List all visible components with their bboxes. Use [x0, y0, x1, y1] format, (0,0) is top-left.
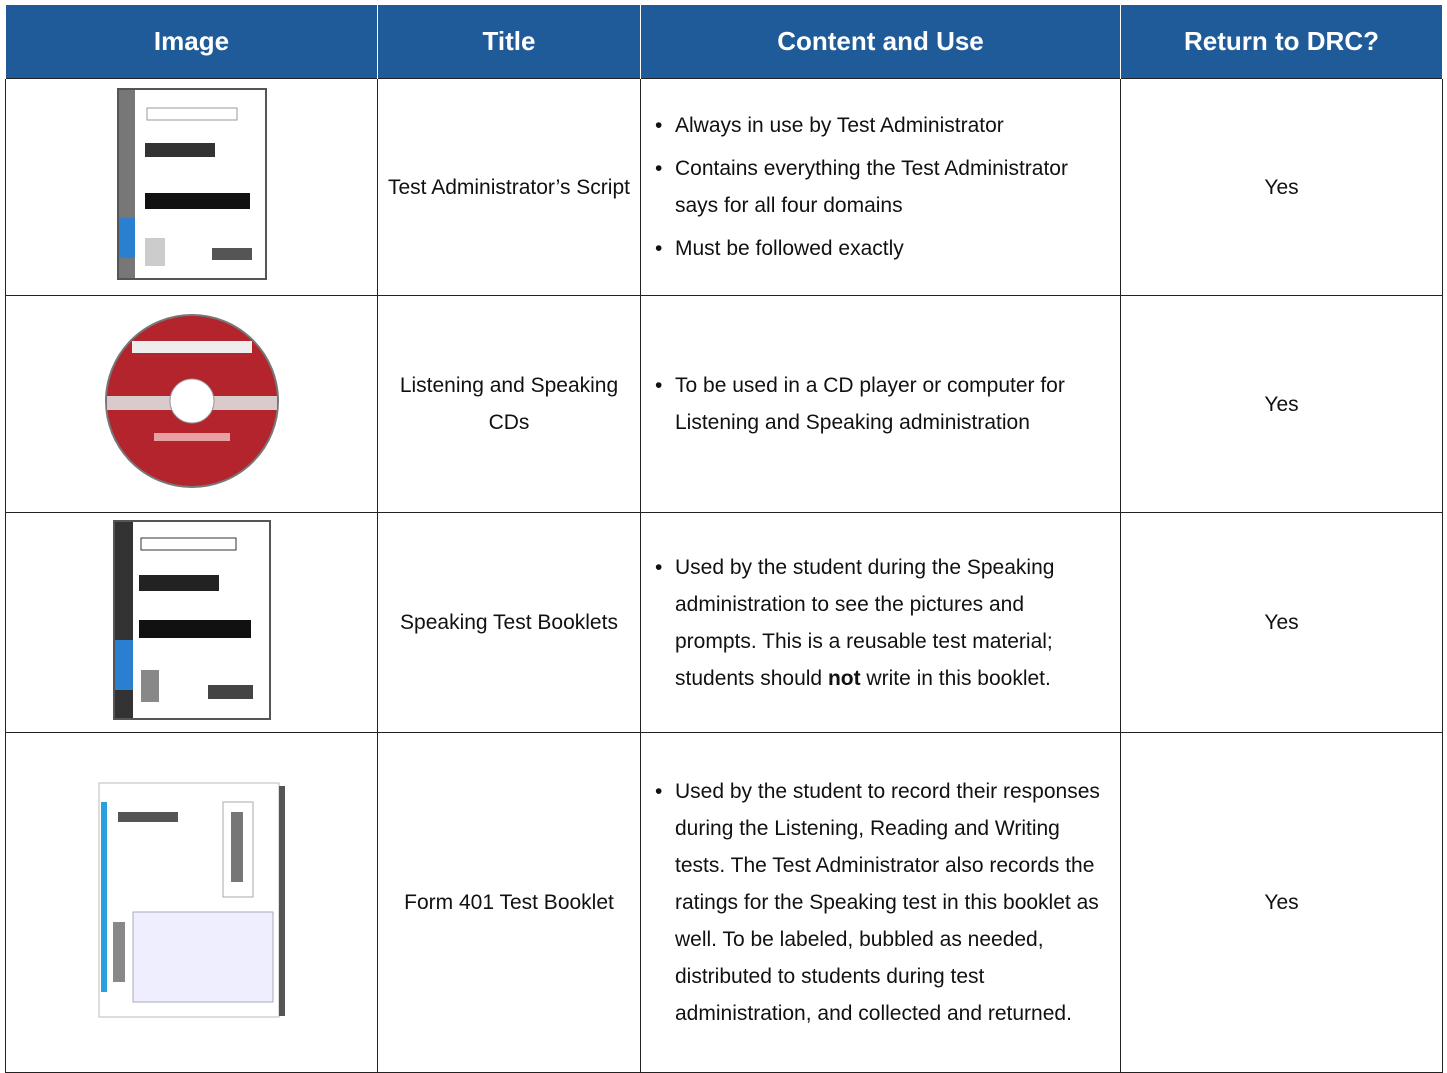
title-cell: Test Administrator’s Script [377, 78, 641, 296]
bullet: Always in use by Test Administrator [653, 107, 1110, 144]
bold-text: not [827, 666, 861, 690]
bullet: To be used in a CD player or computer fo… [653, 367, 1110, 441]
title-cell: Form 401 Test Booklet [377, 732, 641, 1073]
return-cell: Yes [1120, 78, 1443, 296]
text: Used by the student during the Speaking … [675, 555, 1055, 690]
image-cell [5, 732, 378, 1073]
bullet: Used by the student to record their resp… [653, 773, 1110, 1032]
header-cell: Title [377, 5, 641, 79]
title-cell: Listening and Speaking CDs [377, 295, 641, 513]
image-cell [5, 78, 378, 296]
row: Listening and Speaking CDs To be used in… [5, 295, 1443, 513]
text: write in this booklet. [860, 666, 1051, 690]
speaking-booklet-thumbnail [112, 519, 271, 720]
form-booklet-thumbnail [98, 782, 285, 1017]
materials-table: Image Title Content and Use Return to DR… [5, 5, 1443, 1073]
content-cell: To be used in a CD player or computer fo… [640, 295, 1121, 513]
row: Test Administrator’s Script Always in us… [5, 78, 1443, 296]
content-cell: Used by the student during the Speaking … [640, 512, 1121, 733]
row: Speaking Test Booklets Used by the stude… [5, 512, 1443, 733]
image-cell [5, 295, 378, 513]
bullet-list: Used by the student to record their resp… [641, 773, 1120, 1032]
header-cell: Image [5, 5, 378, 79]
cd-thumbnail [104, 314, 279, 488]
row: Form 401 Test Booklet Used by the studen… [5, 732, 1443, 1073]
title-cell: Speaking Test Booklets [377, 512, 641, 733]
bullet-list: Used by the student during the Speaking … [641, 549, 1120, 697]
return-cell: Yes [1120, 295, 1443, 513]
return-cell: Yes [1120, 512, 1443, 733]
header-cell: Return to DRC? [1120, 5, 1443, 79]
header-row: Image Title Content and Use Return to DR… [5, 5, 1443, 79]
bullet: Contains everything the Test Administrat… [653, 150, 1110, 224]
image-cell [5, 512, 378, 733]
header-cell: Content and Use [640, 5, 1121, 79]
bullet: Used by the student during the Speaking … [653, 549, 1110, 697]
content-cell: Always in use by Test Administrator Conta… [640, 78, 1121, 296]
bullet: Must be followed exactly [653, 230, 1110, 267]
bullet-list: Always in use by Test Administrator Conta… [641, 107, 1120, 267]
bullet-list: To be used in a CD player or computer fo… [641, 367, 1120, 441]
script-thumbnail [116, 88, 267, 280]
return-cell: Yes [1120, 732, 1443, 1073]
content-cell: Used by the student to record their resp… [640, 732, 1121, 1073]
